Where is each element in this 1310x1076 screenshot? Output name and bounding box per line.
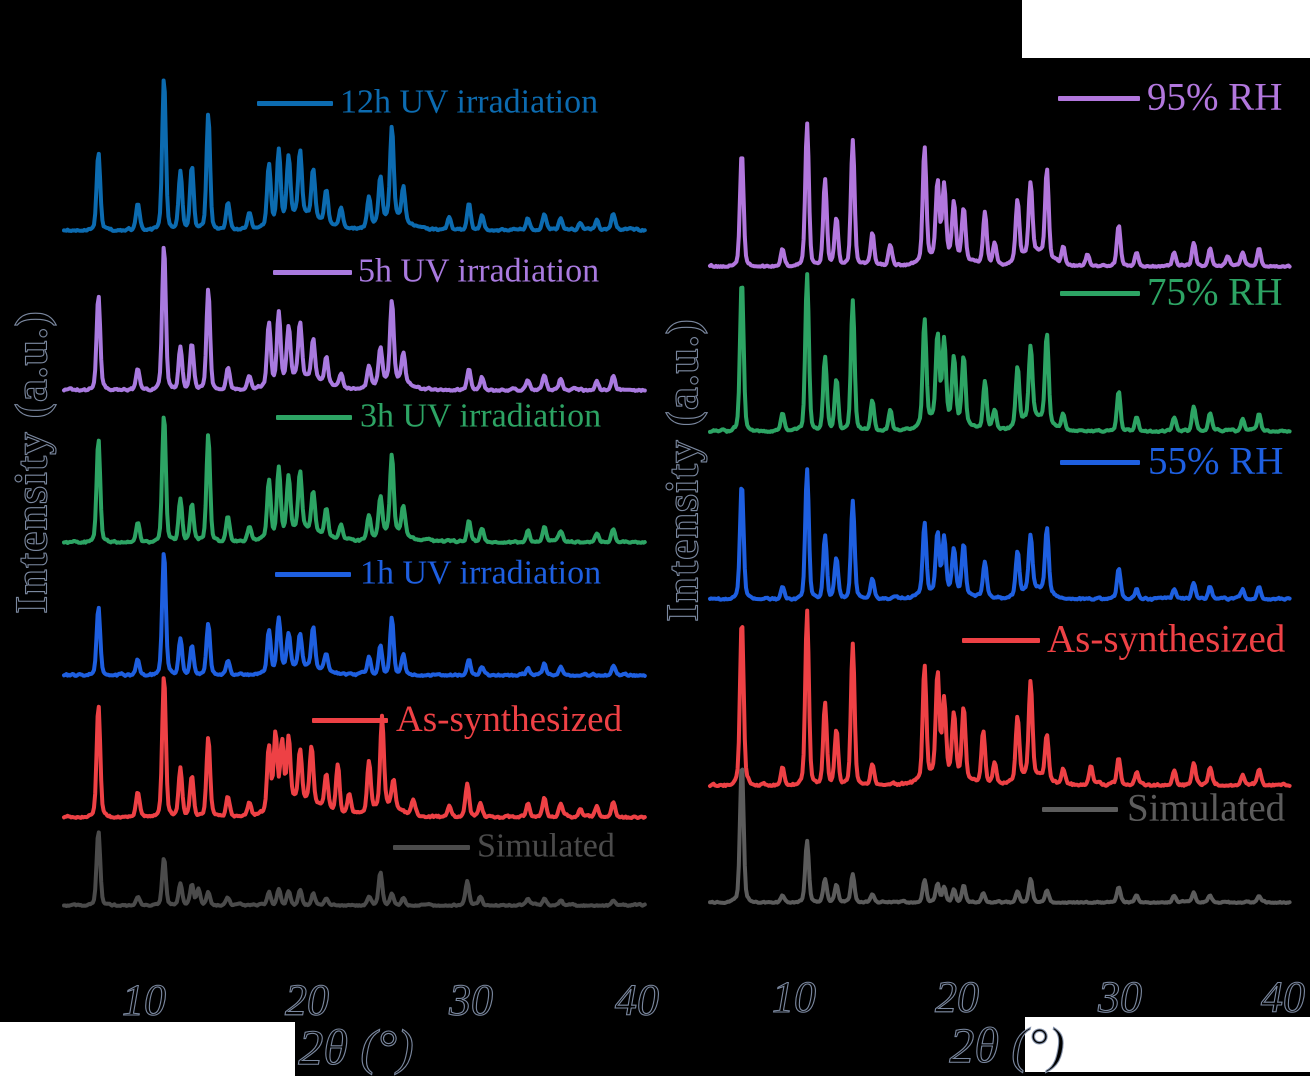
- patch-bottom-right: [1025, 1017, 1310, 1072]
- legend-label-55-rh: 55% RH: [1148, 439, 1284, 483]
- xrd-trace-12h-uv: [62, 78, 647, 233]
- x-tick-left-30: 30: [448, 975, 493, 1025]
- patch-top-right: [1022, 0, 1310, 58]
- legend-line-95-rh: [1058, 96, 1140, 101]
- right-y-axis-label: Intensity (a.u.): [656, 318, 708, 623]
- xrd-trace-1h-uv: [62, 552, 647, 678]
- patch-bottom-left: [0, 1022, 295, 1076]
- legend-line-1h-uv: [275, 572, 351, 577]
- xrd-trace-simulated-right: [708, 767, 1292, 905]
- x-tick-left-40: 40: [614, 975, 659, 1025]
- left-y-axis-label: Intensity (a.u.): [5, 310, 57, 615]
- x-tick-right-10: 10: [771, 972, 816, 1022]
- legend-label-95-rh: 95% RH: [1147, 75, 1283, 119]
- legend-line-12h-uv: [257, 101, 333, 106]
- xrd-trace-as-synthesized-right: [708, 608, 1292, 788]
- legend-line-simulated-left: [393, 845, 470, 850]
- xrd-trace-3h-uv: [62, 415, 647, 545]
- legend-line-75-rh: [1060, 291, 1140, 296]
- legend-line-5h-uv: [273, 270, 352, 275]
- right-x-axis-label: 2θ (°): [949, 1016, 1065, 1073]
- legend-label-as-synthesized-left: As-synthesized: [396, 698, 623, 740]
- xrd-trace-simulated-left: [62, 830, 647, 908]
- legend-label-75-rh: 75% RH: [1147, 270, 1283, 314]
- left-x-axis-label: 2θ (°): [298, 1018, 414, 1075]
- xrd-trace-5h-uv: [62, 245, 647, 393]
- legend-label-simulated-right: Simulated: [1127, 786, 1286, 830]
- legend-line-simulated-right: [1042, 807, 1118, 812]
- xrd-trace-55-rh: [708, 467, 1292, 602]
- x-tick-left-20: 20: [284, 975, 329, 1025]
- legend-label-3h-uv: 3h UV irradiation: [360, 397, 602, 435]
- xrd-trace-95-rh: [708, 121, 1292, 269]
- xrd-trace-75-rh: [708, 272, 1292, 434]
- x-tick-right-40: 40: [1260, 972, 1305, 1022]
- legend-label-12h-uv: 12h UV irradiation: [340, 83, 599, 121]
- legend-line-as-synthesized-right: [962, 638, 1040, 643]
- legend-line-55-rh: [1060, 460, 1140, 465]
- xrd-trace-as-synthesized-left: [62, 676, 647, 820]
- legend-label-as-synthesized-right: As-synthesized: [1047, 617, 1286, 661]
- x-tick-right-30: 30: [1097, 972, 1142, 1022]
- legend-label-1h-uv: 1h UV irradiation: [360, 554, 602, 592]
- legend-label-simulated-left: Simulated: [477, 827, 615, 865]
- legend-line-3h-uv: [276, 415, 352, 420]
- legend-line-as-synthesized-left: [312, 718, 388, 723]
- x-tick-right-20: 20: [934, 972, 979, 1022]
- legend-label-5h-uv: 5h UV irradiation: [358, 252, 600, 290]
- x-tick-left-10: 10: [121, 975, 166, 1025]
